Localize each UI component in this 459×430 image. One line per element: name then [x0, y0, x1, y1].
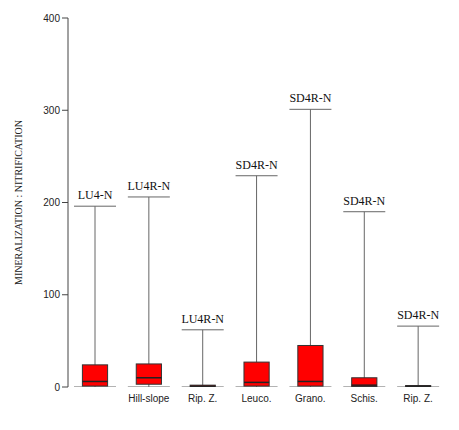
svg-text:Schis.: Schis.: [351, 393, 378, 404]
svg-text:400: 400: [43, 13, 60, 24]
svg-text:300: 300: [43, 105, 60, 116]
svg-text:SD4R-N: SD4R-N: [289, 91, 331, 105]
svg-text:SD4R-N: SD4R-N: [397, 308, 439, 322]
svg-text:SD4R-N: SD4R-N: [236, 158, 278, 172]
svg-text:LU4-N: LU4-N: [78, 188, 113, 202]
svg-text:LU4R-N: LU4R-N: [181, 312, 224, 326]
svg-text:MINERALIZATION : NITRIFICATION: MINERALIZATION : NITRIFICATION: [13, 120, 24, 285]
svg-text:Leuco.: Leuco.: [241, 393, 271, 404]
svg-text:Hill-slope: Hill-slope: [128, 393, 170, 404]
svg-text:Rip. Z.: Rip. Z.: [403, 393, 432, 404]
svg-text:0: 0: [54, 382, 60, 393]
svg-text:100: 100: [43, 289, 60, 300]
svg-text:Rip. Z.: Rip. Z.: [188, 393, 217, 404]
svg-text:200: 200: [43, 197, 60, 208]
svg-text:Grano.: Grano.: [295, 393, 326, 404]
svg-text:LU4R-N: LU4R-N: [128, 179, 171, 193]
svg-text:SD4R-N: SD4R-N: [343, 194, 385, 208]
